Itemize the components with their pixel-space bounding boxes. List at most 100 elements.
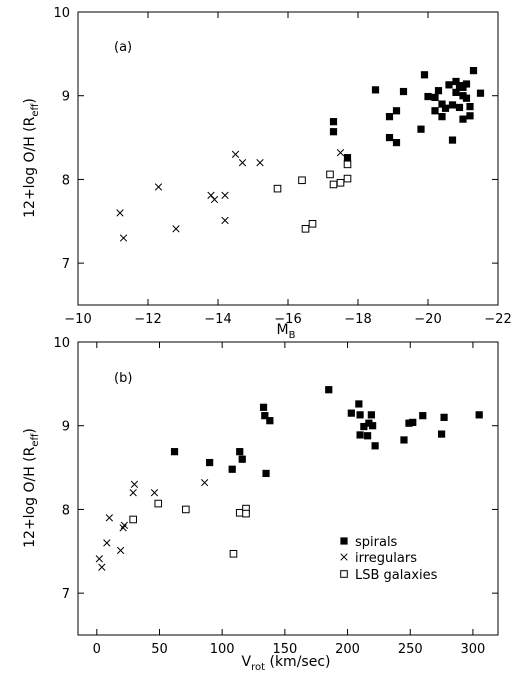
point-spirals [440,413,448,421]
point-irregulars [119,524,127,532]
point-irregulars [231,150,240,158]
legend-marker-lsb-galaxies [340,570,348,578]
x-axis-title-main: V [242,654,252,670]
point-spirals [462,94,471,102]
point-spirals [355,400,363,408]
x-tick-label: 0 [93,642,101,657]
legend-marker-shape [340,570,348,578]
data-points [95,386,483,571]
point-spirals [329,128,338,136]
point-irregulars [238,159,247,167]
y-axis-title-main: 12+log O/H (R [22,446,38,548]
point-spirals [392,138,401,147]
y-axis-title-close: ) [22,428,38,433]
point-irregulars [154,183,163,191]
point-lsb-galaxies [235,508,244,517]
point-spirals [434,87,443,95]
point-spirals [262,469,270,478]
point-irregulars [200,478,209,487]
panel-label: (b) [114,371,132,386]
legend-marker-irregulars [340,553,348,561]
x-tick-label: 150 [272,642,297,657]
legend-label-irregulars: irregulars [355,551,417,566]
point-irregulars [210,195,219,204]
point-irregulars [221,216,229,225]
legend-label-spirals: spirals [355,535,398,550]
point-spirals [329,118,338,126]
data-points [116,67,485,242]
point-spirals [266,417,274,425]
point-spirals [392,107,401,115]
point-spirals [259,403,268,411]
point-lsb-galaxies [308,219,317,228]
point-lsb-galaxies [273,184,282,193]
x-axis: −10 −12 −14 −16 −18 −20 −22 [64,12,511,327]
plot-frame [77,341,499,636]
point-spirals [448,136,457,144]
point-spirals [462,80,471,88]
point-irregulars [130,480,139,488]
point-irregulars [98,563,106,571]
point-irregulars [256,159,264,167]
x-axis-title-rest: (km/sec) [265,654,330,670]
x-axis-title: Vrot (km/sec) [242,654,331,673]
panel-label: (a) [114,40,132,55]
y-tick-label: 10 [53,336,70,351]
legend: spirals irregulars LSB galaxies [340,535,438,583]
panel-a: −10 −12 −14 −16 −18 −20 −22 7 8 9 10 (a) MB 12+lo… [22,6,511,341]
point-spirals [431,93,439,101]
y-axis-title: 12+log O/H (Reff) [22,428,41,548]
x-tick-label: 300 [461,642,486,657]
point-irregulars [150,489,159,497]
point-spirals [475,411,483,419]
legend-label-lsb-galaxies: LSB galaxies [355,568,438,583]
point-spirals [228,465,236,473]
x-tick-label: 250 [398,642,423,657]
point-spirals [261,412,269,420]
x-axis: 0 50 100 150 200 250 300 [93,342,486,657]
point-spirals [356,411,364,419]
point-spirals [399,87,408,96]
point-spirals [448,101,457,109]
y-tick-label: 9 [62,420,70,435]
point-irregulars [120,521,129,529]
x-tick-label: −10 [64,312,91,327]
point-spirals [441,104,450,112]
x-axis-title: MB [277,322,296,341]
point-spirals [367,411,375,419]
point-spirals [343,154,352,162]
point-lsb-galaxies [343,160,352,169]
y-axis-title-close: ) [22,98,38,103]
x-tick-label: 200 [335,642,360,657]
point-spirals [385,133,394,142]
point-spirals [347,409,355,417]
point-spirals [419,412,427,420]
point-irregulars [116,209,124,217]
point-spirals [469,67,478,75]
point-spirals [438,113,446,121]
point-spirals [371,86,380,94]
point-lsb-galaxies [301,225,310,233]
point-lsb-galaxies [298,176,306,185]
y-axis-title-main: 12+log O/H (R [22,116,38,218]
point-spirals [424,92,432,101]
x-axis-title-sub: rot [251,662,265,673]
point-spirals [452,88,460,96]
point-irregulars [336,148,345,157]
point-spirals [325,386,333,394]
point-irregulars [95,555,103,563]
point-spirals [369,422,377,430]
point-spirals [364,432,372,440]
point-lsb-galaxies [343,174,352,183]
x-tick-label: −16 [274,312,301,327]
point-spirals [437,430,446,438]
y-tick-label: 8 [62,173,70,188]
point-spirals [385,113,394,121]
x-tick-label: −14 [204,312,231,327]
plot-frame [77,11,499,306]
point-spirals [420,71,429,79]
point-spirals [431,107,439,115]
panel-b: 0 50 100 150 200 250 300 7 8 9 10 (b) spirals irr… [22,336,499,673]
x-tick-label: 50 [151,642,168,657]
